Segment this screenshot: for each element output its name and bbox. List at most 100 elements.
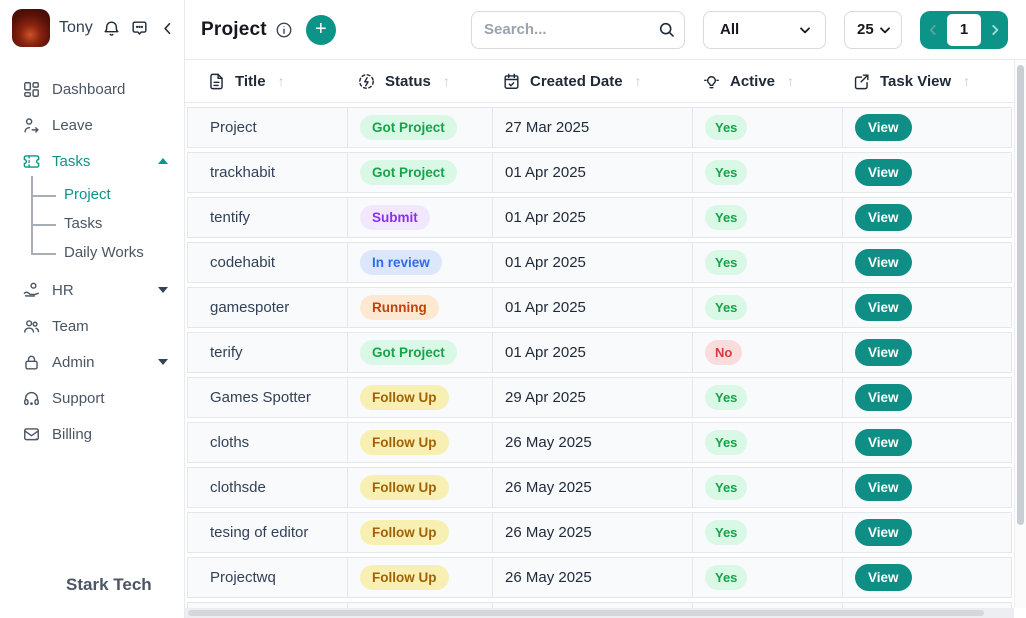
cell-active: Yes <box>692 288 842 327</box>
cell-created-date: 26 May 2025 <box>492 513 692 552</box>
table-header-row: Title ↑ Status ↑ Created Date ↑ Active ↑ <box>185 60 1014 103</box>
sidebar-item-admin[interactable]: Admin <box>0 344 184 380</box>
view-button[interactable]: View <box>855 474 912 501</box>
view-button[interactable]: View <box>855 249 912 276</box>
sort-asc-icon[interactable]: ↑ <box>442 73 450 89</box>
user-name: Tony <box>59 19 93 36</box>
sidebar-subitem-tasks[interactable]: Tasks <box>0 209 184 238</box>
cell-active <box>692 603 842 609</box>
main-content: Project + All 25 <box>185 0 1026 618</box>
sidebar-item-label: Leave <box>52 116 93 134</box>
info-icon[interactable] <box>275 21 293 39</box>
view-button[interactable]: View <box>855 294 912 321</box>
column-header-created-date[interactable]: Created Date ↑ <box>490 72 690 91</box>
scrollbar-thumb[interactable] <box>1017 65 1024 525</box>
cell-task-view: View <box>842 243 1011 282</box>
sort-asc-icon[interactable]: ↑ <box>963 73 971 89</box>
cell-created-date: 01 Apr 2025 <box>492 333 692 372</box>
sidebar-nav: Dashboard Leave Tasks Project Tasks Dail… <box>0 55 184 452</box>
cell-task-view: View <box>842 153 1011 192</box>
table-row: cloths Follow Up 26 May 2025 Yes View <box>187 422 1012 463</box>
sidebar-item-label: Tasks <box>52 152 91 170</box>
avatar[interactable] <box>12 9 50 47</box>
chevron-down-icon <box>880 26 890 33</box>
table-row: Projectwq Follow Up 26 May 2025 Yes View <box>187 557 1012 598</box>
sidebar-subitem-project[interactable]: Project <box>0 180 184 209</box>
view-button[interactable]: View <box>855 429 912 456</box>
column-header-task-view[interactable]: Task View ↑ <box>840 72 1014 91</box>
cell-active: Yes <box>692 468 842 507</box>
sidebar-item-label: Billing <box>52 425 93 443</box>
active-badge: Yes <box>705 295 748 320</box>
cell-created-date: 01 Apr 2025 <box>492 198 692 237</box>
chevron-down-icon <box>800 26 810 33</box>
cell-status: In review <box>347 243 492 282</box>
cell-created-date: 29 Apr 2025 <box>492 378 692 417</box>
active-badge: Yes <box>705 385 748 410</box>
cell-status: Got Project <box>347 333 492 372</box>
active-badge: Yes <box>705 565 748 590</box>
sidebar-subitem-daily-works[interactable]: Daily Works <box>0 238 184 267</box>
sidebar-item-tasks[interactable]: Tasks <box>0 143 184 179</box>
view-button[interactable]: View <box>855 384 912 411</box>
view-button[interactable]: View <box>855 564 912 591</box>
sort-asc-icon[interactable]: ↑ <box>634 73 642 89</box>
table-row: Project Got Project 27 Mar 2025 Yes View <box>187 107 1012 148</box>
cell-title: Project <box>210 119 257 136</box>
chevron-up-icon <box>158 158 168 164</box>
table-row: clothsde Follow Up 26 May 2025 Yes View <box>187 467 1012 508</box>
bell-icon[interactable] <box>102 19 121 38</box>
cell-task-view: View <box>842 423 1011 462</box>
cell-status: Follow Up <box>347 423 492 462</box>
prev-page-button[interactable] <box>924 11 942 49</box>
column-header-active[interactable]: Active ↑ <box>690 72 840 91</box>
view-button[interactable]: View <box>855 204 912 231</box>
sidebar-item-hr[interactable]: HR <box>0 272 184 308</box>
admin-lock-icon <box>25 355 38 370</box>
search-icon[interactable] <box>657 20 676 39</box>
cell-status: Follow Up <box>347 378 492 417</box>
filter-dropdown[interactable]: All <box>703 10 826 49</box>
scrollbar-thumb[interactable] <box>188 610 984 616</box>
sort-asc-icon[interactable]: ↑ <box>787 73 795 89</box>
view-button[interactable]: View <box>855 159 912 186</box>
cell-title: tesing of editor <box>210 524 309 541</box>
active-badge: Yes <box>705 520 748 545</box>
chat-icon[interactable] <box>130 19 149 38</box>
cell-status: Running <box>347 288 492 327</box>
sort-asc-icon[interactable]: ↑ <box>277 73 285 89</box>
view-button[interactable]: View <box>855 114 912 141</box>
cell-task-view: View <box>842 378 1011 417</box>
cell-status: Got Project <box>347 108 492 147</box>
horizontal-scrollbar[interactable] <box>185 608 1014 618</box>
view-button[interactable]: View <box>855 519 912 546</box>
sidebar-item-billing[interactable]: Billing <box>0 416 184 452</box>
cell-active: Yes <box>692 513 842 552</box>
add-project-button[interactable]: + <box>305 14 336 45</box>
cell-created-date: 26 May 2025 <box>492 468 692 507</box>
column-header-title[interactable]: Title ↑ <box>185 72 345 91</box>
sidebar-item-support[interactable]: Support <box>0 380 184 416</box>
page-number-input[interactable] <box>947 13 981 46</box>
next-page-button[interactable] <box>986 11 1004 49</box>
status-badge: In review <box>360 250 442 275</box>
cell-task-view <box>842 603 1011 609</box>
column-header-status[interactable]: Status ↑ <box>345 72 490 91</box>
cell-title: tentify <box>210 209 251 226</box>
cell-status: Follow Up <box>347 558 492 597</box>
collapse-sidebar-icon[interactable] <box>158 19 177 38</box>
cell-title: cloths <box>210 434 250 451</box>
sidebar-item-leave[interactable]: Leave <box>0 107 184 143</box>
vertical-scrollbar[interactable] <box>1014 60 1026 608</box>
cell-task-view: View <box>842 558 1011 597</box>
sidebar-item-team[interactable]: Team <box>0 308 184 344</box>
active-badge: Yes <box>705 205 748 230</box>
page-size-dropdown[interactable]: 25 <box>844 10 902 49</box>
active-badge: Yes <box>705 160 748 185</box>
search-input[interactable] <box>471 10 685 49</box>
cell-title: Games Spotter <box>210 389 311 406</box>
table: Title ↑ Status ↑ Created Date ↑ Active ↑ <box>185 60 1026 618</box>
view-button[interactable]: View <box>855 339 912 366</box>
cell-created-date: 27 Mar 2025 <box>492 108 692 147</box>
sidebar-item-dashboard[interactable]: Dashboard <box>0 71 184 107</box>
